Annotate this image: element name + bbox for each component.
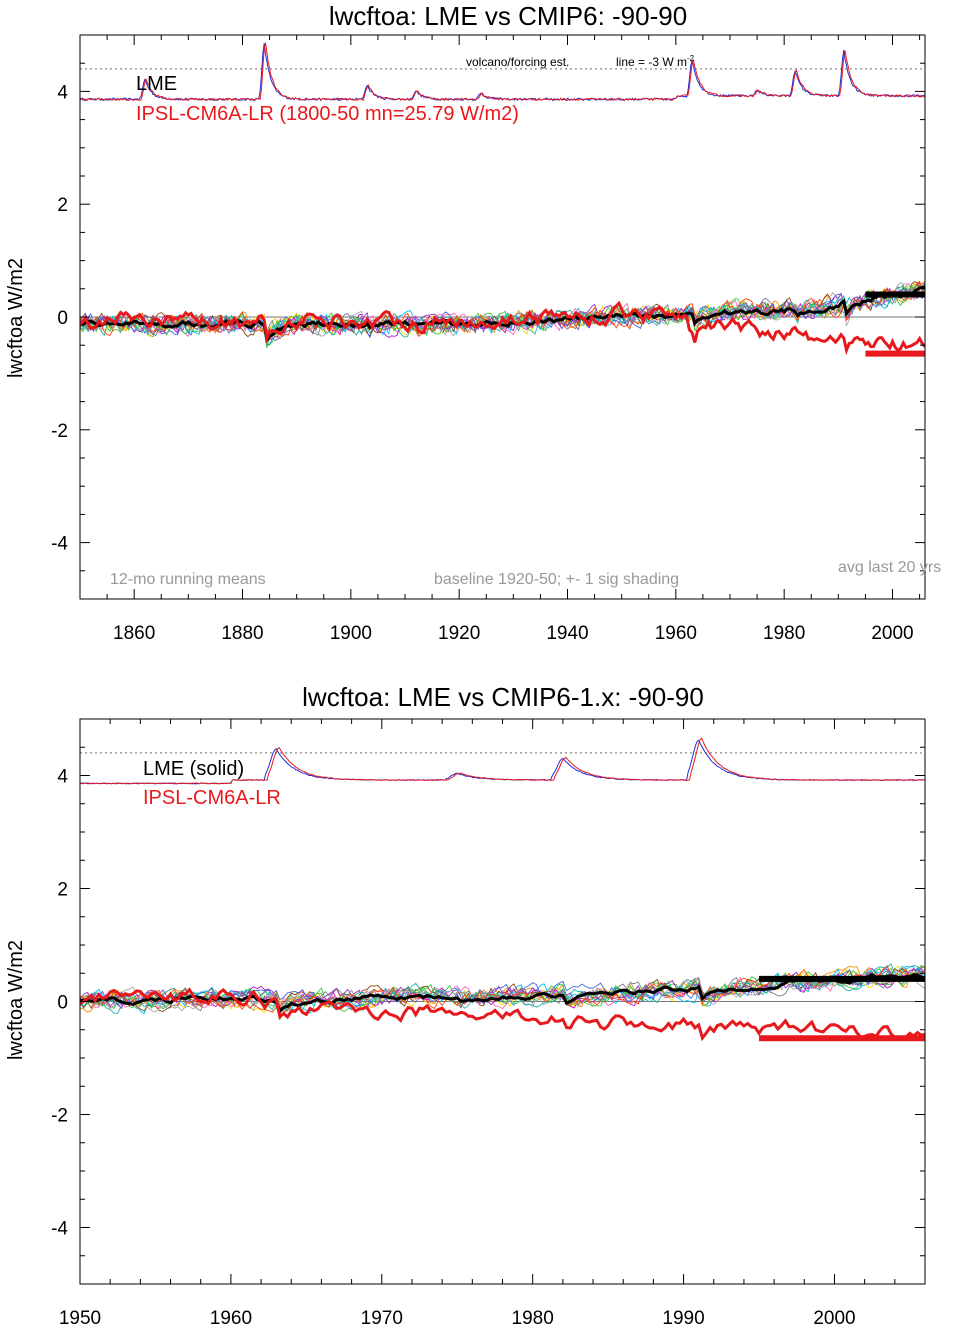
model-line [80,300,925,356]
x-tick-label: 1960 [210,1308,252,1325]
x-tick-label: 2000 [813,1308,855,1325]
forcing-line-red [80,42,925,102]
y-tick-label: 4 [57,82,68,103]
x-tick-label: 1950 [59,1308,101,1325]
y-tick-label: -2 [51,1106,68,1127]
chart-title-top: lwcftoa: LME vs CMIP6: -90-90 [329,1,687,31]
x-tick-label: 1920 [438,623,480,644]
x-tick-label: 1980 [512,1308,554,1325]
x-tick-label: 1990 [662,1308,704,1325]
y-tick-label: -2 [51,421,68,442]
x-tick-label: 1900 [330,623,372,644]
ticks-bottom: -4 -2 0 2 4 1950 1960 1970 1980 1990 2000 [51,718,926,1325]
legend-model-top: IPSL-CM6A-LR (1800-50 mn=25.79 W/m2) [136,103,519,125]
lme-mean-line [80,972,925,1014]
x-tick-label: 2000 [871,623,913,644]
plot-area-top [80,42,925,357]
y-tick-label: 0 [57,308,68,329]
forcing-line-red [80,737,925,785]
x-tick-label: 1940 [546,623,588,644]
ticks-top: -4 -2 0 2 4 1860 1880 1900 1920 1940 1960 1980 2000 [51,34,925,644]
chart-panel-bottom: lwcftoa: LME vs CMIP6-1.x: -90-90 lwcfto… [5,682,926,1325]
note-baseline: baseline 1920-50; +- 1 sig shading [434,571,679,588]
y-tick-label: 4 [57,767,68,788]
lme-mean-line [80,285,925,344]
x-tick-label: 1970 [361,1308,403,1325]
model-line [80,987,925,1042]
ensemble-member-line [80,965,925,1012]
chart-panel-top: lwcftoa: LME vs CMIP6: -90-90 lwcftoa W/… [5,1,941,644]
x-tick-label: 1860 [113,623,155,644]
x-tick-label: 1880 [221,623,263,644]
y-tick-label: 2 [57,880,68,901]
y-axis-label-bottom: lwcftoa W/m2 [5,940,27,1060]
y-tick-label: 0 [57,993,68,1014]
note-avg-last20: avg last 20 yrs [838,559,941,576]
y-tick-label: 2 [57,195,68,216]
legend-lme-bottom: LME (solid) [143,758,244,780]
volcano-line-label: line = -3 W m-2 [616,54,695,69]
volcano-label: volcano/forcing est. [466,55,569,69]
x-tick-label: 1980 [763,623,805,644]
legend-lme-top: LME [136,73,177,95]
note-running-means: 12-mo running means [110,571,266,588]
y-tick-label: -4 [51,534,68,555]
legend-model-bottom: IPSL-CM6A-LR [143,787,281,809]
x-tick-label: 1960 [655,623,697,644]
plot-area-bottom [80,737,925,1042]
forcing-line-blue [80,43,925,102]
chart-title-bottom: lwcftoa: LME vs CMIP6-1.x: -90-90 [302,682,704,712]
y-tick-label: -4 [51,1219,68,1240]
y-axis-label-top: lwcftoa W/m2 [5,258,27,378]
